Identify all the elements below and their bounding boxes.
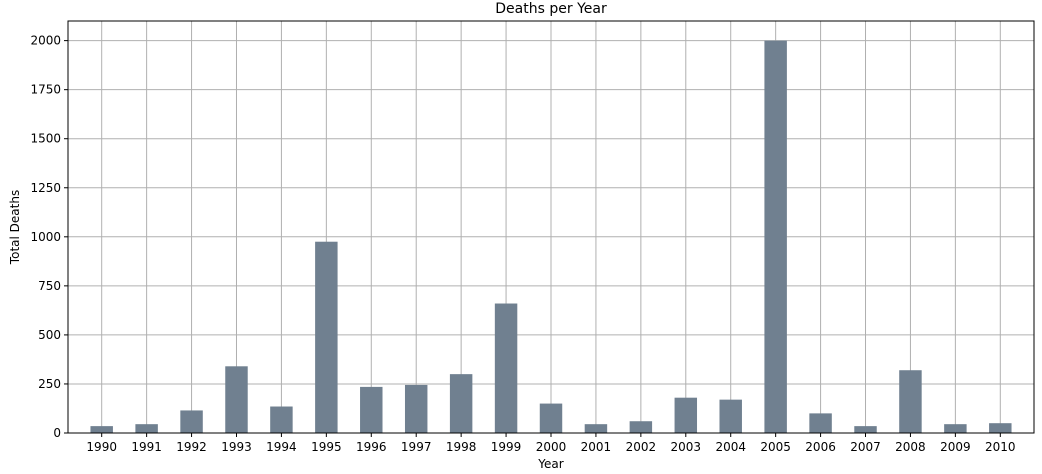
chart-title: Deaths per Year [495,1,607,17]
bars-layer [90,40,1012,433]
bar-1997 [404,384,428,433]
bar-1995 [315,241,338,433]
x-tick-label: 1990 [86,440,117,454]
x-tick-label: 2010 [985,440,1016,454]
x-tick-label: 2007 [850,440,881,454]
x-tick-label: 2001 [581,440,612,454]
y-tick-label: 1000 [30,230,61,244]
x-tick-label: 2005 [760,440,791,454]
x-tick-label: 1994 [266,440,297,454]
y-tick-label: 1750 [30,83,61,97]
bar-1992 [180,410,203,433]
x-tick-label: 2009 [940,440,971,454]
grid-layer [68,21,1034,434]
x-tick-label: 1991 [131,440,162,454]
bar-2005 [764,40,787,433]
y-tick-label: 500 [38,328,61,342]
x-tick-label: 2000 [536,440,567,454]
bar-1998 [449,374,473,433]
bar-2004 [719,399,742,433]
x-tick-label: 2002 [626,440,657,454]
bar-1990 [90,426,113,433]
bar-1996 [360,386,383,433]
x-tick-label: 1995 [311,440,342,454]
bar-2010 [989,423,1012,433]
x-tick-label: 1993 [221,440,252,454]
bar-1991 [135,424,158,433]
y-tick-label: 2000 [30,34,61,48]
bar-2000 [539,403,563,433]
y-axis-label: Total Deaths [8,190,22,265]
x-tick-label: 1997 [401,440,432,454]
bar-2002 [629,421,653,433]
bar-2009 [944,424,967,433]
x-tick-label: 1999 [491,440,522,454]
bar-1999 [494,303,518,433]
bar-2001 [584,424,608,433]
ticks-layer: 0 250 500 750 1000 1250 1500 1750 2000 1990 1991 19… [30,34,1015,454]
x-tick-label: 1992 [176,440,207,454]
bar-2006 [809,413,832,433]
bar-1994 [270,406,293,433]
bar-1993 [225,366,248,433]
x-tick-label: 2008 [895,440,926,454]
y-tick-label: 750 [38,279,61,293]
bar-2008 [899,370,922,433]
y-tick-label: 0 [53,426,61,440]
y-tick-label: 1500 [30,132,61,146]
x-tick-label: 2003 [671,440,702,454]
y-tick-label: 250 [38,377,61,391]
x-tick-label: 1998 [446,440,477,454]
bar-2007 [854,426,877,433]
x-axis-label: Year [537,457,563,471]
x-tick-label: 2006 [805,440,836,454]
x-tick-label: 2004 [715,440,746,454]
bar-2003 [674,397,698,433]
y-tick-label: 1250 [30,181,61,195]
x-tick-label: 1996 [356,440,387,454]
